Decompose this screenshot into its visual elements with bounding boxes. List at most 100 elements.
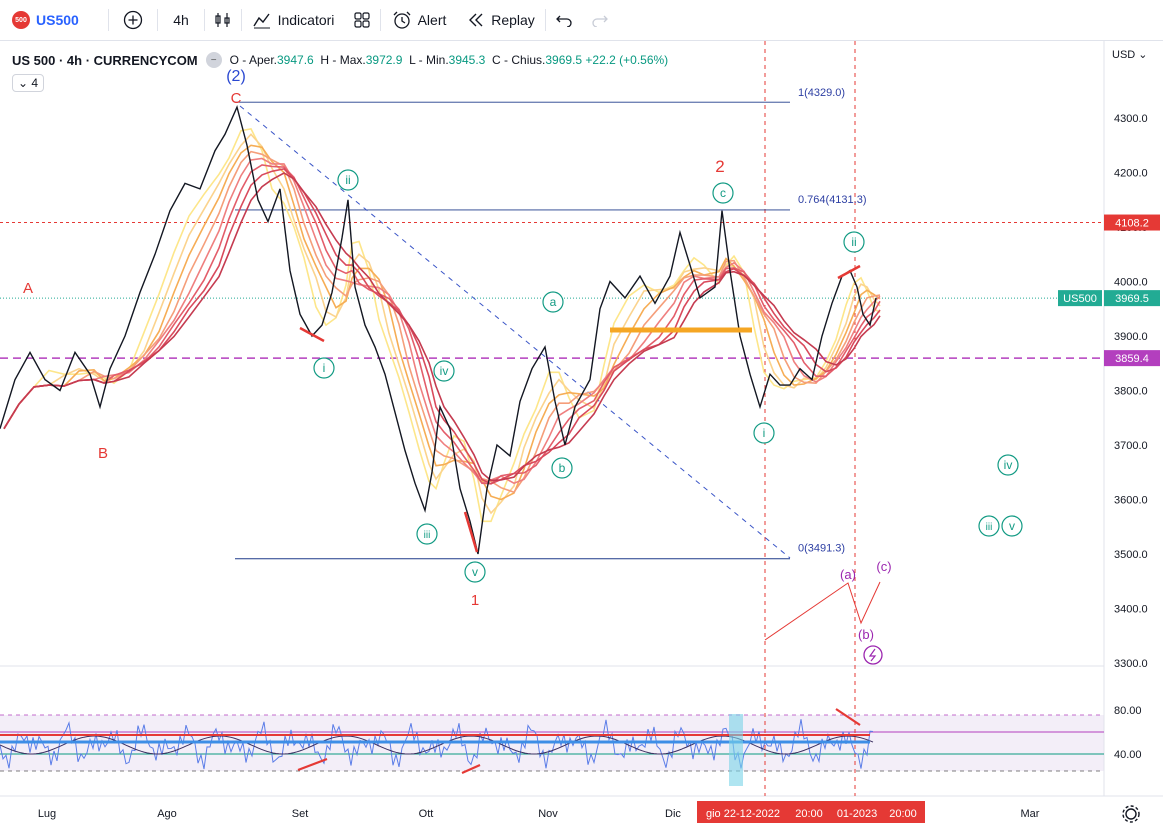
add-symbol-button[interactable]: [109, 0, 157, 40]
currency-label: USD: [1112, 49, 1136, 61]
interval-button[interactable]: 4h: [158, 0, 204, 40]
symbol-search[interactable]: 500 US500: [0, 0, 108, 40]
projection-path: [764, 581, 881, 641]
price-tick-label: 4300.0: [1114, 113, 1148, 125]
open-value: 3947.6: [277, 53, 314, 67]
circled-wave-label: i: [313, 357, 335, 379]
rsi-ma-series: [0, 735, 874, 755]
ma-line: [3, 172, 881, 482]
time-tick-label: Mar: [1021, 808, 1040, 820]
chart-legend: US 500 · 4h · CURRENCYCOM − O - Aper.394…: [12, 52, 668, 68]
price-tick-label: 4200.0: [1114, 168, 1148, 180]
wave-label-2: 2: [715, 157, 724, 176]
time-axis[interactable]: Lug Ago Set Ott Nov Dic Mar gio 22-12-20…: [38, 801, 1040, 823]
wave-label-1: 1: [471, 592, 479, 609]
circled-wave-label: iv: [997, 454, 1019, 476]
circled-wave-label: b: [551, 457, 573, 479]
circled-wave-label: v: [464, 561, 486, 583]
ma-line: [3, 150, 881, 494]
price-axis[interactable]: 3300.0 3400.0 3500.0 3600.0 3700.0 3800.0 3900…: [1114, 113, 1148, 670]
low-value: 3945.3: [448, 53, 486, 67]
price-tick-label: 3800.0: [1114, 386, 1148, 398]
alert-label: Alert: [417, 12, 447, 28]
circled-wave-label: i: [753, 422, 775, 444]
circled-wave-label: iii: [978, 515, 1000, 537]
alert-button[interactable]: Alert: [381, 0, 457, 40]
replay-label: Replay: [491, 12, 535, 28]
fib-label-0764: 0.764(4131.3): [798, 194, 867, 206]
time-highlight-label: 20:00: [889, 808, 917, 820]
ma-line: [3, 164, 881, 485]
divergence-marker: [299, 326, 325, 343]
circled-wave-text: ii: [851, 235, 856, 249]
legend-title: US 500 · 4h · CURRENCYCOM: [12, 52, 198, 68]
circled-wave-label: c: [712, 182, 734, 204]
undo-button[interactable]: [546, 0, 582, 40]
plus-circle-icon: [123, 10, 143, 30]
lightning-icon[interactable]: [863, 645, 883, 665]
level-badge-value: 4108.2: [1115, 218, 1149, 230]
circled-wave-text: c: [720, 186, 726, 200]
projection-label-b: (b): [858, 627, 874, 642]
divider: [108, 9, 109, 31]
ma-line: [3, 157, 881, 485]
divider: [204, 9, 205, 31]
settings-gear-icon[interactable]: [1122, 805, 1140, 823]
indicators-collapse-button[interactable]: ⌄ 4: [12, 74, 45, 92]
time-tick-label: Ott: [419, 808, 434, 820]
divider: [380, 9, 381, 31]
circled-wave-text: v: [1009, 519, 1015, 533]
circled-wave-label: ii: [843, 231, 865, 253]
divider: [241, 9, 242, 31]
ma-line: [3, 133, 881, 515]
low-label: L - Min.: [409, 53, 449, 67]
divergence-marker: [837, 264, 861, 280]
legend-ohlc: O - Aper.3947.6 H - Max.3972.9 L - Min.3…: [230, 53, 669, 67]
indicators-button[interactable]: Indicatori: [242, 0, 344, 40]
wave-label-A: A: [23, 280, 33, 297]
circled-wave-text: a: [550, 295, 557, 309]
rsi-axis[interactable]: 80.00 40.00: [1114, 705, 1142, 761]
circled-wave-text: iii: [424, 530, 431, 541]
circled-wave-label: a: [542, 291, 564, 313]
ma-ribbon: [3, 128, 881, 523]
time-highlight-label: 01-2023: [837, 808, 877, 820]
candles-icon: [214, 11, 232, 29]
ma-line: [3, 144, 881, 501]
time-highlight-label: 20:00: [795, 808, 823, 820]
price-chart[interactable]: 1(4329.0) 0.764(4131.3) 0(3491.3) C A B …: [0, 41, 1163, 834]
time-tick-label: Ago: [157, 808, 177, 820]
symbol-logo: 500: [12, 11, 30, 29]
grid-icon: [353, 11, 371, 29]
chart-type-button[interactable]: [205, 0, 241, 40]
layouts-button[interactable]: [344, 0, 380, 40]
price-tick-label: 3400.0: [1114, 604, 1148, 616]
last-price-badge: US500 3969.5: [1058, 290, 1160, 307]
change-value: +22.2: [585, 53, 616, 67]
level-badge-3859: 3859.4: [1104, 350, 1160, 367]
indicators-label: Indicatori: [277, 12, 335, 28]
ma-line: [3, 128, 881, 523]
legend-toggle-icon[interactable]: −: [205, 52, 222, 68]
symbol-name: US500: [36, 12, 79, 28]
price-tick-label: 4000.0: [1114, 277, 1148, 289]
price-tick-label: 3500.0: [1114, 549, 1148, 561]
main-pane-background: [0, 41, 1104, 666]
close-label: C - Chius.: [492, 53, 546, 67]
trend-line: [239, 105, 791, 559]
currency-selector[interactable]: USD ⌄: [1112, 48, 1148, 61]
replay-button[interactable]: Replay: [457, 0, 545, 40]
wave-label-B: B: [98, 445, 108, 462]
wave-label-blue-2: (2): [226, 68, 246, 85]
rsi-divergence-marker: [835, 708, 861, 726]
redo-button[interactable]: [582, 0, 618, 40]
circled-wave-text: iv: [1004, 458, 1013, 472]
projection-label-a: (a): [840, 567, 856, 582]
circled-wave-text: v: [472, 565, 478, 579]
open-label: O - Aper.: [229, 53, 277, 67]
indicators-icon: [252, 11, 272, 29]
rsi-highlight: [729, 714, 743, 786]
circled-wave-text: b: [559, 461, 566, 475]
undo-icon: [555, 13, 573, 27]
